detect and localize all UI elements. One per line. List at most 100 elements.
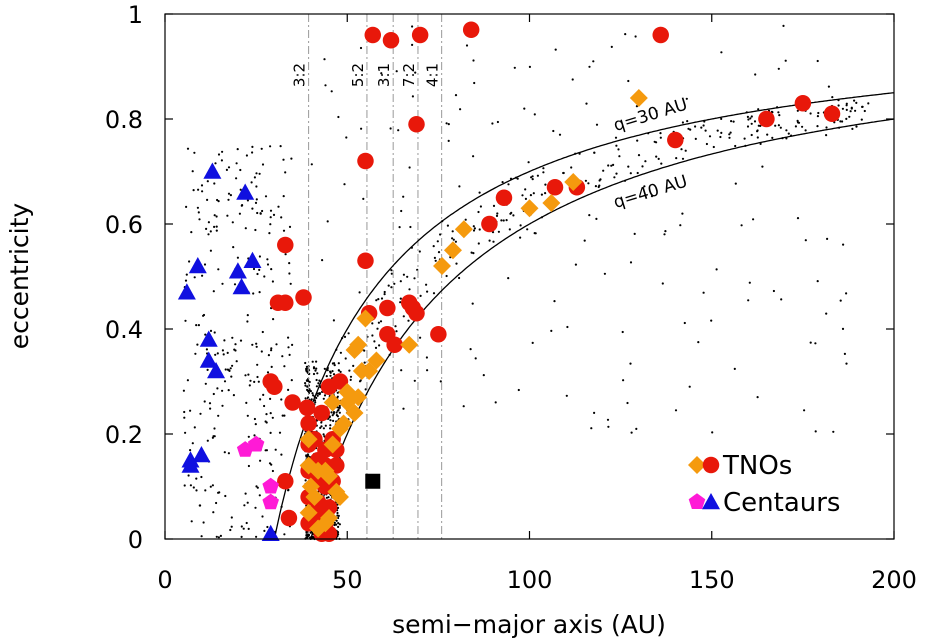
background-dot <box>251 207 254 210</box>
data-point <box>192 446 211 463</box>
background-dot <box>232 394 235 397</box>
background-dot <box>330 90 333 93</box>
background-dot <box>748 281 751 284</box>
background-dot <box>219 534 222 538</box>
background-dot <box>660 162 663 165</box>
background-dot <box>197 188 200 191</box>
background-dot <box>379 320 383 323</box>
background-dot <box>247 527 250 531</box>
background-dot <box>288 353 291 356</box>
background-dot <box>205 227 208 230</box>
background-dot <box>338 406 341 409</box>
background-dot <box>204 489 207 492</box>
background-dot <box>558 133 562 136</box>
resonance-label: 5:2 <box>349 63 367 87</box>
background-dot <box>831 96 834 99</box>
background-dot <box>358 291 361 294</box>
background-dot <box>270 463 273 466</box>
background-dot <box>311 360 314 363</box>
background-dot <box>796 217 800 220</box>
background-dot <box>209 230 212 233</box>
background-dot <box>253 417 256 421</box>
background-dot <box>530 176 533 179</box>
background-dot <box>780 298 783 301</box>
background-dot <box>469 348 472 351</box>
background-dot <box>753 120 757 123</box>
background-dot <box>267 354 270 357</box>
background-dot <box>216 387 219 390</box>
background-dot <box>500 219 503 222</box>
background-dot <box>825 312 828 315</box>
background-dot <box>728 136 731 139</box>
background-dot <box>472 229 476 232</box>
background-dot <box>845 102 848 105</box>
background-dot <box>655 141 658 144</box>
background-dot <box>390 272 393 275</box>
background-dot <box>258 255 261 258</box>
background-dot <box>643 185 646 188</box>
background-dot <box>491 122 494 125</box>
background-dot <box>832 430 835 433</box>
background-dot <box>432 245 435 248</box>
background-dot <box>380 297 384 300</box>
background-dot <box>687 127 690 130</box>
background-dot <box>215 225 218 228</box>
background-dot <box>310 398 313 401</box>
background-dot <box>867 102 870 105</box>
background-dot <box>245 401 248 404</box>
background-dot <box>850 107 853 110</box>
background-dot <box>337 525 340 529</box>
background-dot <box>215 501 218 505</box>
background-dot <box>395 330 398 333</box>
background-dot <box>378 344 381 347</box>
background-dot <box>304 397 307 400</box>
background-dot <box>226 351 229 354</box>
background-dot <box>220 159 223 162</box>
background-dot <box>247 373 250 376</box>
background-dot <box>787 132 790 135</box>
background-dot <box>784 59 787 62</box>
background-dot <box>209 407 212 410</box>
background-dot <box>413 277 416 280</box>
background-dot <box>426 290 429 293</box>
background-dot <box>189 409 192 412</box>
background-dot <box>260 350 263 353</box>
background-dot <box>330 411 333 414</box>
background-dot <box>544 183 547 186</box>
background-dot <box>336 395 339 398</box>
data-point <box>408 305 425 322</box>
data-point <box>408 116 425 133</box>
background-dot <box>319 426 322 429</box>
background-dot <box>240 525 243 528</box>
background-dot <box>312 366 316 369</box>
background-dot <box>211 436 214 439</box>
background-dot <box>454 240 457 243</box>
background-dot <box>288 262 291 265</box>
background-dot <box>245 521 248 525</box>
data-point <box>228 262 247 279</box>
background-dot <box>255 185 258 188</box>
data-point <box>188 257 207 274</box>
background-dot <box>320 421 323 424</box>
background-dot <box>402 407 405 410</box>
background-dot <box>626 401 629 405</box>
background-dot <box>624 33 627 36</box>
background-dot <box>855 101 858 104</box>
background-dot <box>304 384 307 387</box>
background-dot <box>190 231 193 234</box>
background-dot <box>270 349 273 352</box>
data-point <box>177 283 196 300</box>
background-dot <box>362 197 365 200</box>
background-dot <box>523 107 526 110</box>
data-point <box>411 26 429 44</box>
background-dot <box>445 122 448 125</box>
background-dot <box>598 179 601 182</box>
background-dot <box>258 172 261 175</box>
background-dot <box>629 261 633 264</box>
background-dot <box>320 425 323 428</box>
x-tick-label: 50 <box>332 566 363 594</box>
background-dot <box>729 131 732 134</box>
background-dot <box>227 192 231 195</box>
background-dot <box>310 163 313 166</box>
background-dot <box>184 431 187 434</box>
